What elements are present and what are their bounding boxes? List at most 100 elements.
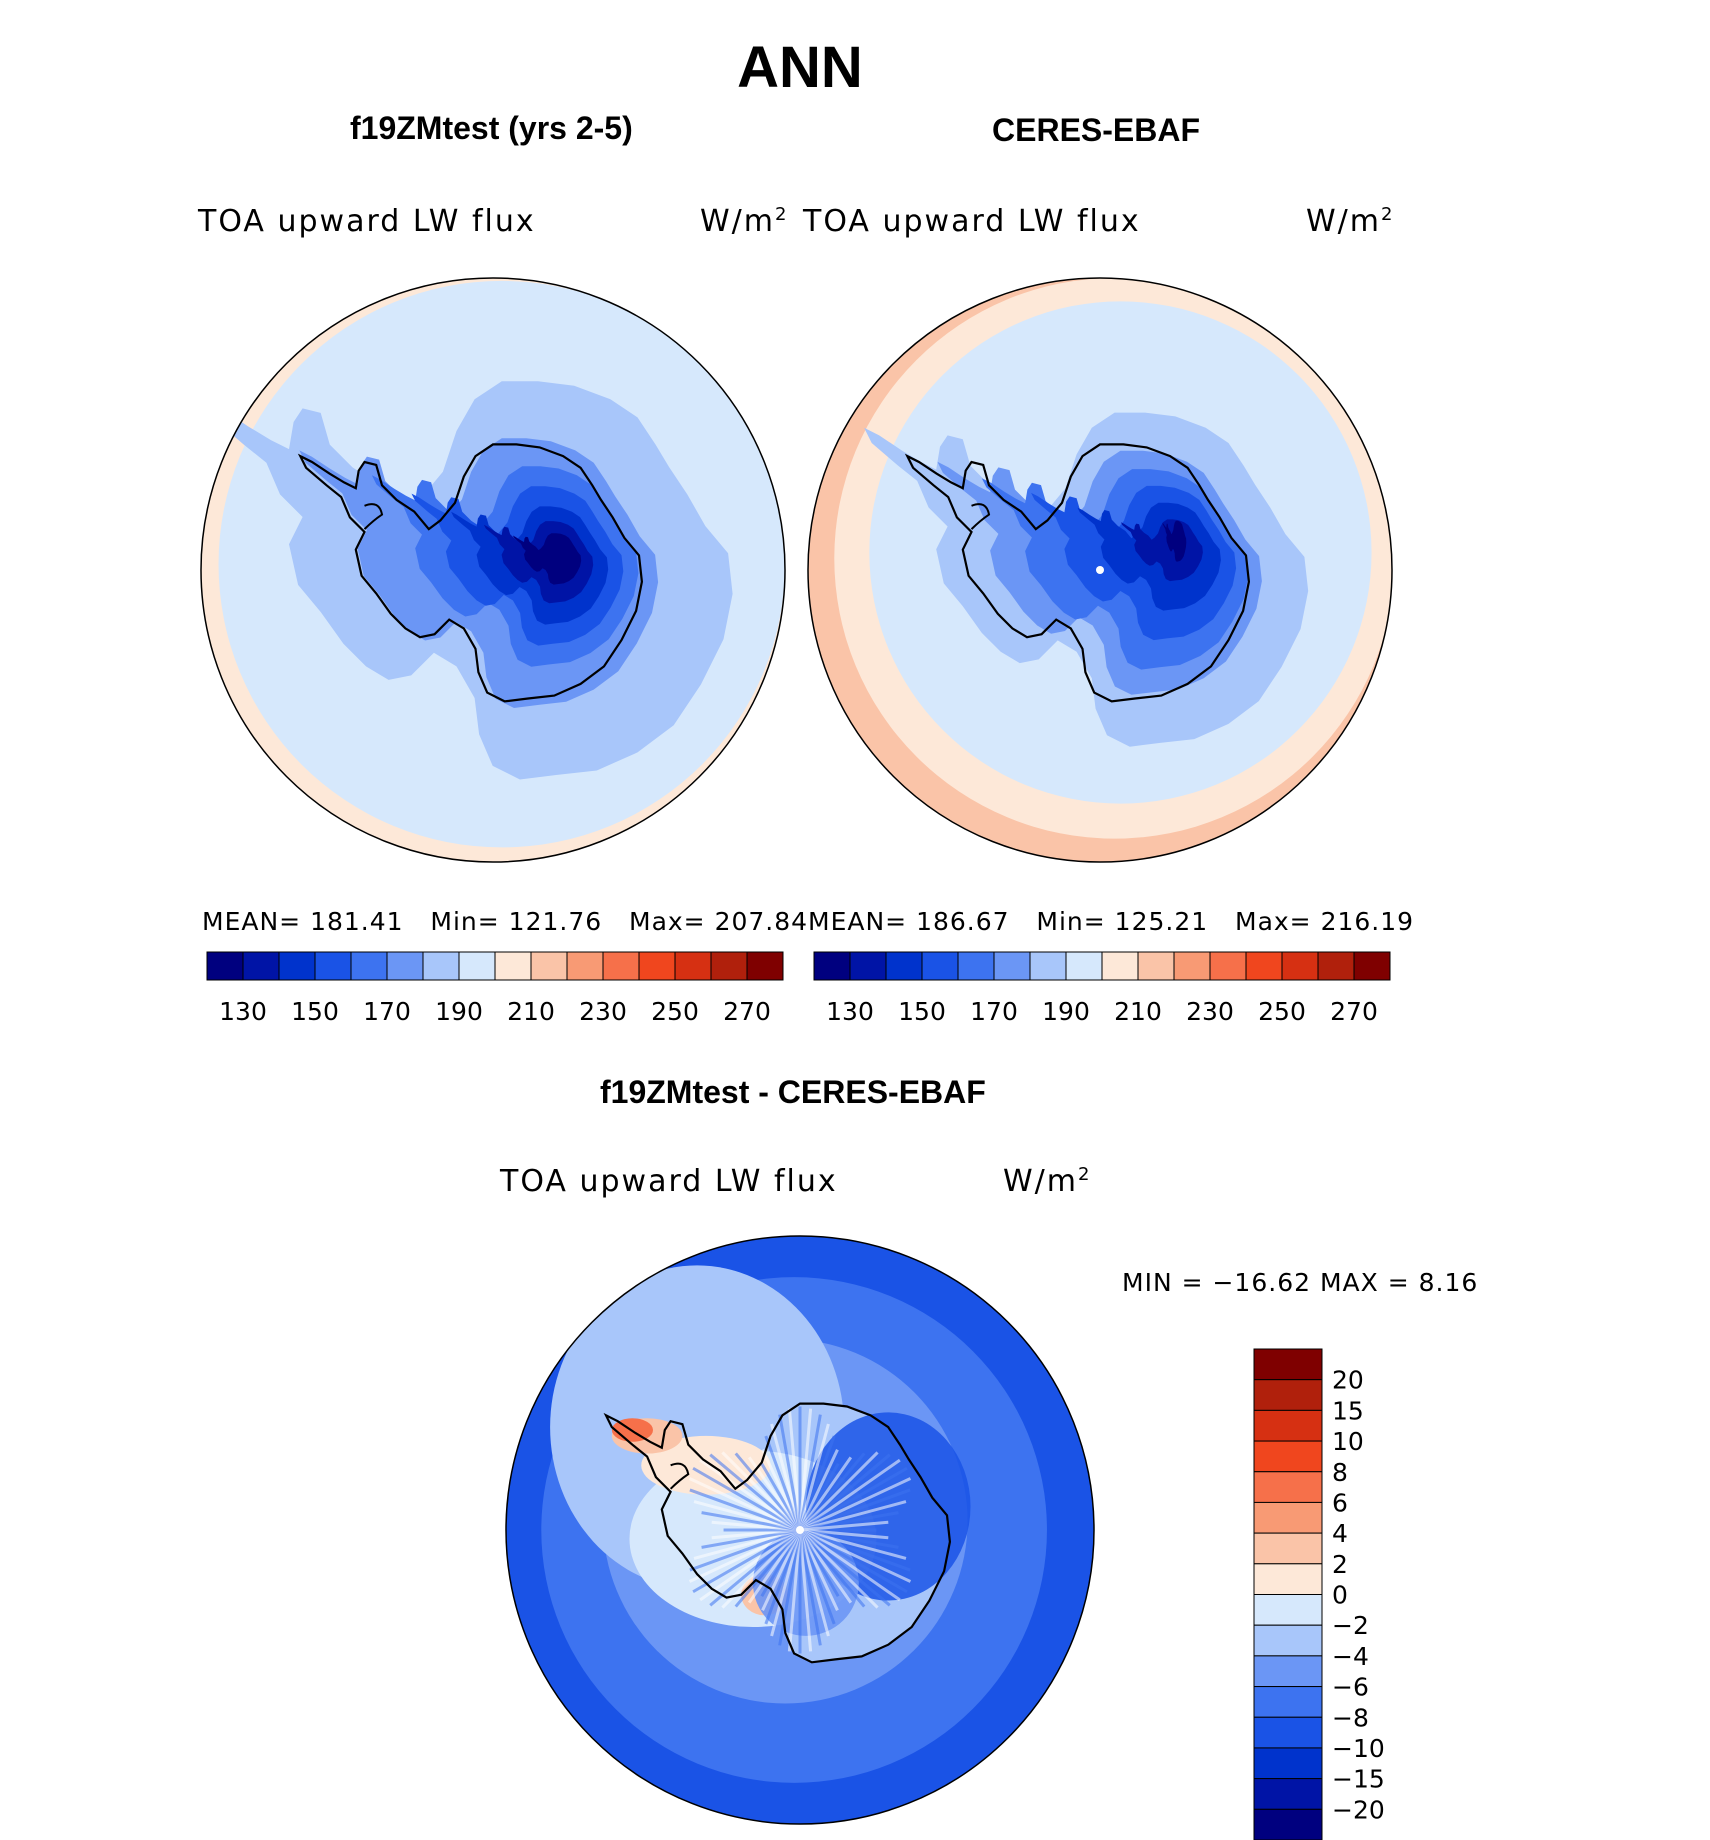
panel-1-colorbar-swatch	[350, 951, 388, 981]
panel-2-colorbar-tick-label: 170	[970, 997, 1018, 1026]
diff-title: f19ZMtest - CERES-EBAF	[600, 1074, 986, 1110]
diff-colorbar-tick-label: 6	[1332, 1488, 1348, 1517]
panel-2-colorbar-swatch	[1317, 951, 1355, 981]
diff-streak	[798, 1451, 879, 1532]
panel-2-colorbar-swatch	[885, 951, 923, 981]
diff-colorbar-tick-label: −15	[1332, 1765, 1385, 1794]
diff-minmax: MIN = −16.62 MAX = 8.16	[1122, 1268, 1479, 1297]
panel-1-colorbar-swatch	[602, 951, 640, 981]
panel-2-colorbar-tick-label: 250	[1258, 997, 1306, 1026]
diff-streak	[787, 1529, 802, 1652]
diff-colorbar-tick-label: −2	[1332, 1611, 1369, 1640]
diff-streak	[770, 1423, 802, 1531]
diff-map	[505, 1235, 1095, 1825]
panel-1-peninsula-inlet	[363, 503, 384, 530]
diff-streak	[778, 1529, 802, 1646]
diff-streak	[689, 1488, 801, 1532]
panel-2-colorbar-swatch	[1137, 951, 1175, 981]
diff-colorbar-swatch	[1253, 1747, 1323, 1780]
panel-2-variable-label: TOA upward LW flux	[803, 204, 1141, 239]
diff-streak	[689, 1528, 801, 1572]
diff-colorbar-swatch	[1253, 1716, 1323, 1749]
panel-2-colorbar-swatch	[1245, 951, 1283, 981]
diff-streak	[709, 1453, 801, 1532]
diff-streak	[699, 1528, 801, 1602]
diff-colorbar-tick-label: 0	[1332, 1581, 1348, 1610]
panel-1-colorbar-swatch	[494, 951, 532, 981]
diff-colorbar-swatch	[1253, 1471, 1323, 1503]
diff-streak	[787, 1408, 802, 1531]
panel-1-colorbar: 130 150 170 190 210 230 250 270	[206, 951, 784, 1026]
diff-colorbar-swatch	[1253, 1409, 1323, 1442]
panel-2-peninsula-inlet	[970, 503, 991, 530]
panel-1-title: f19ZMtest (yrs 2-5)	[350, 110, 633, 146]
panel-2-colorbar-swatch	[1281, 951, 1319, 981]
panel-1-colorbar-swatch	[530, 951, 568, 981]
panel-1-colorbar-swatch	[458, 951, 496, 981]
diff-colorbar-swatch	[1253, 1532, 1323, 1565]
diff-streak	[688, 1528, 801, 1583]
diff-streak	[799, 1453, 891, 1532]
panel-1-colorbar-tick-label: 250	[651, 997, 699, 1026]
diff-streak	[799, 1520, 889, 1532]
diff-colorbar-swatch	[1253, 1348, 1323, 1381]
diff-streak	[721, 1528, 802, 1609]
panel-2-colorbar-tick-label: 210	[1114, 997, 1162, 1026]
diff-colorbar-swatch	[1253, 1808, 1323, 1840]
diff-streak	[688, 1477, 801, 1532]
diff-variable-label: TOA upward LW flux	[500, 1164, 838, 1199]
diff-streak	[799, 1528, 908, 1594]
diff-colorbar-tick-label: −20	[1332, 1795, 1385, 1824]
diff-colorbar-tick-label: −6	[1332, 1673, 1369, 1702]
panel-2-colorbar-swatch	[1065, 951, 1103, 981]
panel-1-colorbar-swatch	[242, 951, 280, 981]
panel-1-colorbar-tick-label: 190	[435, 997, 483, 1026]
panel-2-units: W/m2	[1306, 204, 1395, 239]
panel-1-stats: MEAN= 181.41 Min= 121.76 Max= 207.84	[202, 907, 809, 936]
diff-streak	[699, 1458, 801, 1532]
diff-colorbar-swatch	[1253, 1624, 1323, 1657]
diff-peninsula-inlet	[669, 1462, 690, 1490]
diff-colorbar-swatch	[1253, 1594, 1323, 1626]
diff-streak	[798, 1529, 830, 1637]
panel-2-colorbar-swatch	[1209, 951, 1247, 981]
panel-2-colorbar-swatch	[1101, 951, 1139, 981]
panel-1-colorbar-swatch	[206, 951, 244, 981]
diff-streak	[798, 1528, 879, 1609]
diff-colorbar-swatch	[1253, 1440, 1323, 1473]
panel-2-colorbar-tick-label: 190	[1042, 997, 1090, 1026]
diff-coastline	[603, 1402, 952, 1664]
diff-colorbar-swatch	[1253, 1379, 1323, 1411]
diff-colorbar-swatch	[1253, 1563, 1323, 1595]
diff-colorbar-swatch	[1253, 1686, 1323, 1718]
diff-colorbar-tick-label: 15	[1332, 1396, 1364, 1425]
diff-streak	[798, 1529, 822, 1646]
diff-streak	[799, 1477, 912, 1532]
diff-streak	[798, 1408, 813, 1531]
panel-1-colorbar-swatch	[566, 951, 604, 981]
panel-2-colorbar-tick-label: 150	[898, 997, 946, 1026]
panel-1-colorbar-swatch	[674, 951, 712, 981]
panel-1-colorbar-swatch	[386, 951, 424, 981]
panel-2-colorbar-tick-label: 270	[1330, 997, 1378, 1026]
panel-2-coastline	[904, 443, 1251, 703]
panel-2-contour-band	[1162, 520, 1187, 562]
diff-pole-marker	[796, 1526, 804, 1534]
diff-streak	[799, 1528, 901, 1602]
panel-1-colorbar-swatch	[746, 951, 784, 981]
diff-colorbar-tick-label: 8	[1332, 1458, 1348, 1487]
panel-1-coastline	[297, 443, 644, 703]
panel-1-colorbar-swatch	[710, 951, 748, 981]
panel-1-colorbar-swatch	[422, 951, 460, 981]
panel-2-colorbar-swatch	[1173, 951, 1211, 981]
panel-2-stats: MEAN= 186.67 Min= 125.21 Max= 216.19	[808, 907, 1415, 936]
panel-2-colorbar-swatch	[849, 951, 887, 981]
diff-colorbar-swatch	[1253, 1778, 1323, 1810]
panel-1-map	[200, 277, 786, 863]
panel-2-map-border	[807, 277, 1393, 863]
panel-1-colorbar-tick-label: 130	[219, 997, 267, 1026]
diff-streak	[799, 1528, 907, 1560]
panel-2-title: CERES-EBAF	[992, 112, 1201, 148]
diff-streak	[692, 1528, 801, 1594]
